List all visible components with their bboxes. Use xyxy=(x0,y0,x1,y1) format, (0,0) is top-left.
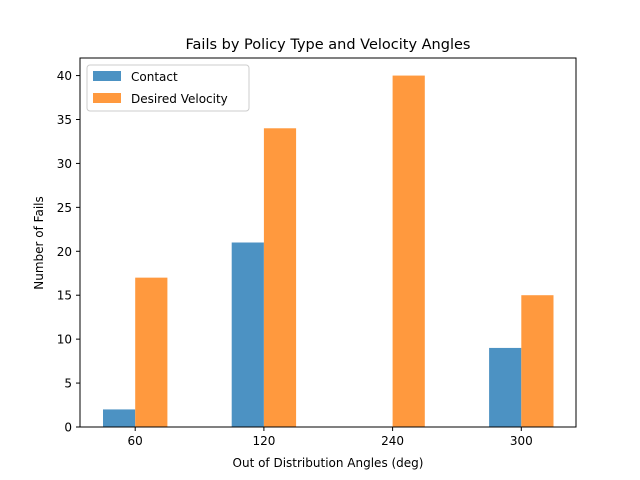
x-tick-label: 120 xyxy=(252,434,275,448)
legend-label-contact: Contact xyxy=(131,70,178,84)
plot-frame xyxy=(79,57,577,428)
bar-desired-velocity-60 xyxy=(135,277,168,427)
bar-contact-120 xyxy=(231,242,264,427)
y-tick-label: 0 xyxy=(64,421,72,435)
x-tick-label: 240 xyxy=(381,434,404,448)
bar-desired-velocity-300 xyxy=(521,295,554,427)
x-tick-label: 60 xyxy=(128,434,143,448)
legend-swatch-desired-velocity xyxy=(93,93,121,103)
legend-swatch-contact xyxy=(93,71,121,81)
bar-desired-velocity-120 xyxy=(263,128,297,428)
y-tick-label: 20 xyxy=(57,245,72,259)
chart-title: Fails by Policy Type and Velocity Angles xyxy=(186,37,471,53)
y-tick-label: 35 xyxy=(57,113,72,127)
x-axis: 60 120 240 300 xyxy=(128,427,533,448)
y-tick-label: 25 xyxy=(57,201,72,215)
x-tick-label: 300 xyxy=(510,434,533,448)
y-axis-label: Number of Fails xyxy=(32,196,46,289)
legend: Contact Desired Velocity xyxy=(86,64,250,112)
y-tick-label: 40 xyxy=(57,69,72,83)
bar-contact-60 xyxy=(103,409,136,427)
y-tick-label: 30 xyxy=(57,157,72,171)
bar-contact-300 xyxy=(489,347,522,427)
legend-label-desired-velocity: Desired Velocity xyxy=(131,92,228,106)
legend-box xyxy=(86,64,250,112)
bars-layer xyxy=(103,75,554,428)
bar-desired-velocity-240 xyxy=(392,75,425,428)
y-axis: 0 5 10 15 20 25 30 35 40 xyxy=(57,69,80,435)
x-axis-label: Out of Distribution Angles (deg) xyxy=(233,456,424,470)
y-tick-label: 10 xyxy=(57,333,72,347)
y-tick-label: 5 xyxy=(64,377,72,391)
y-tick-label: 15 xyxy=(57,289,72,303)
